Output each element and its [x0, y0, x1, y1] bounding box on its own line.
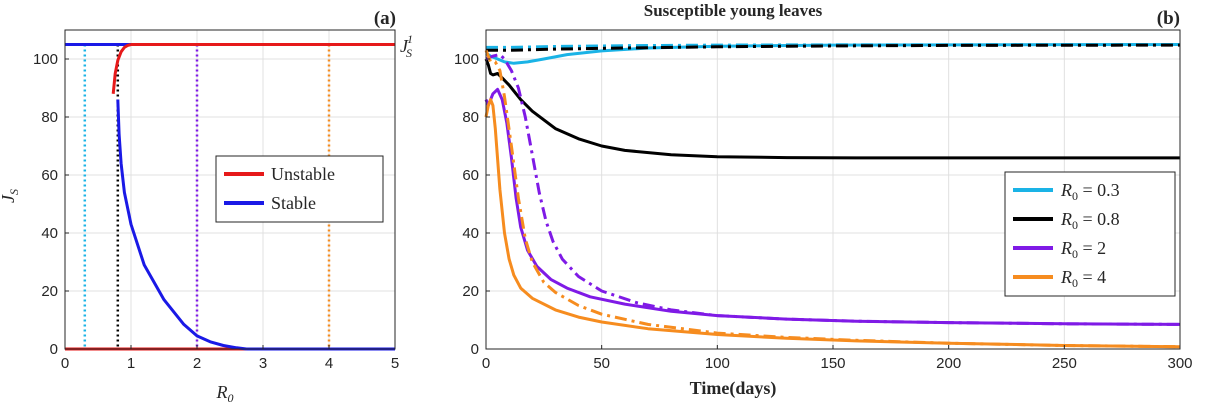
x-tick-label: 3 — [259, 355, 267, 372]
panel-a-x-axis-label: R0 — [216, 382, 234, 405]
panel-b-label: (b) — [1157, 8, 1180, 29]
legend-label: R0 = 0.8 — [1060, 209, 1120, 232]
y-tick-label: 60 — [462, 167, 479, 184]
panel-a-frame — [64, 29, 396, 350]
legend-label: R0 = 2 — [1060, 238, 1106, 261]
y-tick-label: 100 — [454, 51, 479, 68]
panel-a-x-ticks: 0 1 2 3 4 5 — [61, 345, 399, 372]
y-tick-label: 40 — [462, 225, 479, 242]
x-tick-label: 50 — [593, 355, 610, 372]
panel-b-legend: R0 = 0.3 R0 = 0.8 R0 = 2 R0 = 4 — [1004, 171, 1176, 297]
panel-a-y-axis-label: JS — [0, 189, 21, 203]
panel-b-x-ticks: 0 50 100 150 200 250 300 — [482, 345, 1193, 372]
legend-label: Unstable — [271, 164, 335, 184]
series-line-black-dashdot — [486, 43, 1181, 52]
x-tick-label: 2 — [193, 355, 201, 372]
legend-label: Stable — [271, 193, 316, 213]
panel-b-grid — [485, 30, 1181, 350]
series-line-purple-dashdot — [485, 53, 1181, 326]
x-tick-label: 100 — [705, 355, 730, 372]
legend-label: R0 = 4 — [1060, 267, 1106, 290]
y-tick-label: 60 — [41, 167, 58, 184]
y-tick-label: 20 — [41, 283, 58, 300]
panel-a-legend: Unstable Stable — [215, 155, 384, 223]
y-tick-label: 100 — [33, 51, 58, 68]
x-tick-label: 150 — [820, 355, 845, 372]
y-tick-label: 0 — [471, 341, 479, 358]
y-tick-label: 20 — [462, 283, 479, 300]
panel-b-x-axis-label: Time(days) — [690, 378, 777, 399]
legend-box — [215, 155, 384, 223]
panel-a-annotation-js1: J1 S — [400, 32, 413, 60]
x-tick-label: 250 — [1052, 355, 1077, 372]
panel-b-y-ticks: 0 20 40 60 80 100 — [454, 51, 490, 358]
series-line-blue — [116, 99, 247, 351]
series-line-orange-dashdot — [484, 49, 1181, 349]
x-tick-label: 4 — [325, 355, 333, 372]
x-tick-label: 300 — [1167, 355, 1192, 372]
y-tick-label: 0 — [50, 341, 58, 358]
panel-b-title: Susceptible young leaves — [644, 1, 823, 20]
x-tick-label: 0 — [61, 355, 69, 372]
x-tick-label: 200 — [936, 355, 961, 372]
x-tick-label: 1 — [127, 355, 135, 372]
panel-a-y-ticks: 0 20 40 60 80 100 — [33, 51, 69, 358]
panel-b-series — [484, 43, 1181, 349]
panel-a-reference-lines — [83, 44, 331, 349]
series-line-black-solid — [484, 58, 1180, 160]
y-tick-label: 80 — [41, 109, 58, 126]
panel-a: 0 1 2 3 4 5 0 20 40 60 80 100 (a) R0 JS J1 S Unstab… — [0, 8, 413, 405]
x-tick-label: 5 — [391, 355, 399, 372]
legend-label: R0 = 0.3 — [1060, 180, 1120, 203]
series-line-red — [111, 43, 132, 94]
y-tick-label: 80 — [462, 109, 479, 126]
y-tick-label: 40 — [41, 225, 58, 242]
panel-a-label: (a) — [374, 8, 396, 29]
x-tick-label: 0 — [482, 355, 490, 372]
panel-b: 0 50 100 150 200 250 300 0 20 40 60 80 100 Suscepti… — [454, 1, 1193, 399]
